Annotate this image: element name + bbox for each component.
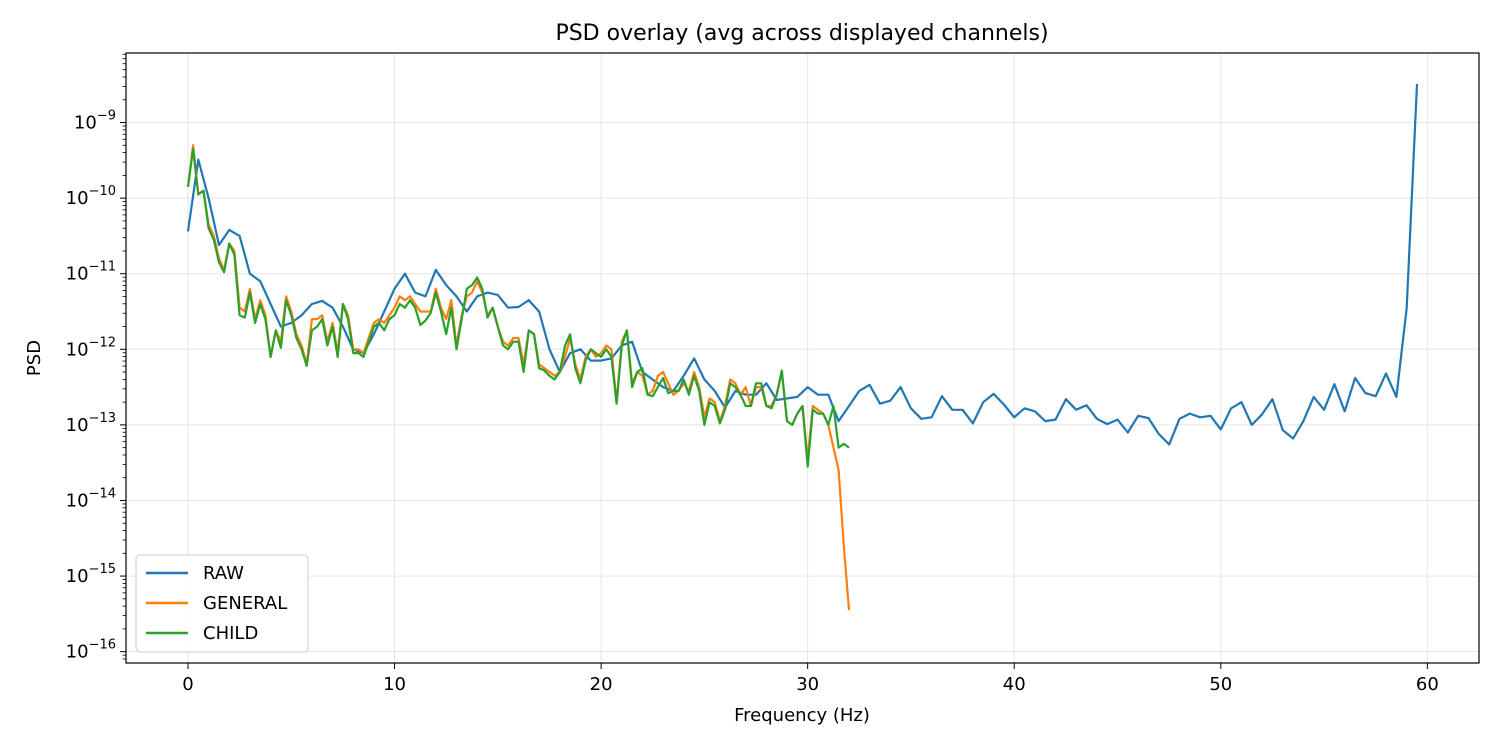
x-tick-label: 40 bbox=[1003, 674, 1026, 695]
y-tick-base: 10 bbox=[66, 339, 89, 360]
y-tick-base: 10 bbox=[66, 264, 89, 285]
legend-label-raw: RAW bbox=[203, 563, 244, 584]
y-tick-exponent: −11 bbox=[89, 260, 116, 275]
y-tick-label: 10−16 bbox=[66, 638, 116, 663]
chart-title: PSD overlay (avg across displayed channe… bbox=[555, 21, 1048, 46]
y-tick-exponent: −16 bbox=[89, 638, 116, 653]
y-tick-exponent: −14 bbox=[89, 486, 116, 501]
x-tick-label: 50 bbox=[1209, 674, 1232, 695]
y-tick-label: 10−15 bbox=[66, 562, 116, 587]
y-tick-base: 10 bbox=[66, 642, 89, 663]
x-tick-label: 0 bbox=[182, 674, 193, 695]
y-tick-base: 10 bbox=[66, 490, 89, 511]
legend-items: RAW GENERAL CHILD bbox=[146, 563, 287, 644]
y-tick-label: 10−12 bbox=[66, 335, 116, 360]
y-tick-base: 10 bbox=[66, 188, 89, 209]
plot-frame bbox=[125, 52, 1480, 664]
x-tick-label: 20 bbox=[590, 674, 613, 695]
y-tick-label: 10−13 bbox=[66, 411, 116, 436]
x-tick-label: 60 bbox=[1416, 674, 1439, 695]
y-tick-exponent: −10 bbox=[89, 184, 116, 199]
grid-layer bbox=[126, 53, 1479, 663]
y-tick-exponent: −12 bbox=[89, 335, 116, 350]
y-tick-base: 10 bbox=[74, 113, 97, 134]
series-layer bbox=[186, 83, 1419, 611]
x-axis-label: Frequency (Hz) bbox=[734, 705, 870, 726]
legend-label-general: GENERAL bbox=[203, 593, 287, 614]
y-axis-label: PSD bbox=[24, 340, 45, 376]
y-tick-exponent: −13 bbox=[89, 411, 116, 426]
legend-label-child: CHILD bbox=[203, 623, 258, 644]
x-tick-label: 10 bbox=[383, 674, 406, 695]
x-axis-ticks: 0 10 20 30 40 50 60 bbox=[182, 663, 1439, 695]
y-tick-label: 10−11 bbox=[66, 260, 116, 285]
legend-box bbox=[135, 554, 309, 653]
x-tick-label: 30 bbox=[796, 674, 819, 695]
legend: RAW GENERAL CHILD bbox=[135, 554, 309, 653]
series-line-child bbox=[186, 147, 850, 468]
y-tick-exponent: −15 bbox=[89, 562, 116, 577]
y-tick-exponent: −9 bbox=[97, 109, 116, 124]
y-tick-label: 10−14 bbox=[66, 486, 116, 511]
y-tick-base: 10 bbox=[66, 415, 89, 436]
y-tick-label: 10−9 bbox=[74, 109, 116, 134]
y-tick-base: 10 bbox=[66, 566, 89, 587]
y-tick-label: 10−10 bbox=[66, 184, 116, 209]
series-line-raw bbox=[186, 83, 1419, 446]
